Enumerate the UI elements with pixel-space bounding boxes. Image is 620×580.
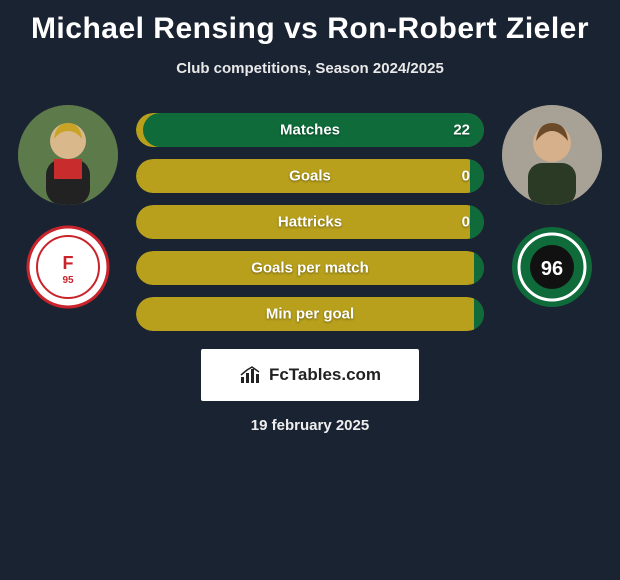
brand-text: FcTables.com	[269, 365, 381, 385]
stat-bar: Hattricks 0	[136, 205, 484, 239]
stat-bar: Goals per match	[136, 251, 484, 285]
svg-text:96: 96	[541, 258, 563, 280]
stat-label: Hattricks	[278, 214, 342, 231]
subtitle: Club competitions, Season 2024/2025	[0, 60, 620, 77]
stat-right-value: 0	[462, 214, 470, 231]
bar-right-fill	[470, 159, 484, 193]
brand-chart-icon	[239, 365, 263, 385]
left-player-photo-placeholder	[18, 105, 118, 205]
svg-text:F: F	[63, 253, 74, 273]
stat-bar: Min per goal	[136, 297, 484, 331]
right-club-logo: 96	[510, 225, 594, 309]
svg-text:95: 95	[62, 275, 74, 286]
comparison-row: F 95 Matches 22 Goals 0 Hattricks 0 Goals per …	[0, 105, 620, 331]
stat-right-value: 0	[462, 168, 470, 185]
stat-bar: Goals 0	[136, 159, 484, 193]
stat-label: Matches	[280, 122, 340, 139]
brand-badge: FcTables.com	[201, 349, 419, 401]
stat-bar: Matches 22	[136, 113, 484, 147]
left-club-logo: F 95	[26, 225, 110, 309]
bar-right-fill	[474, 297, 484, 331]
stat-right-value: 22	[453, 122, 470, 139]
page-title: Michael Rensing vs Ron-Robert Zieler	[0, 0, 620, 46]
hannover-logo-icon: 96	[510, 225, 594, 309]
bar-right-fill	[474, 251, 484, 285]
bar-right-fill	[470, 205, 484, 239]
right-player-photo-placeholder	[502, 105, 602, 205]
stat-label: Min per goal	[266, 306, 354, 323]
stat-label: Goals	[289, 168, 331, 185]
date-text: 19 february 2025	[0, 417, 620, 434]
fortuna-logo-icon: F 95	[26, 225, 110, 309]
right-player-photo	[502, 105, 602, 205]
left-player-column: F 95	[8, 105, 128, 309]
stat-label: Goals per match	[251, 260, 369, 277]
left-player-photo	[18, 105, 118, 205]
stat-bars: Matches 22 Goals 0 Hattricks 0 Goals per match…	[128, 105, 492, 331]
right-player-column: 96	[492, 105, 612, 309]
